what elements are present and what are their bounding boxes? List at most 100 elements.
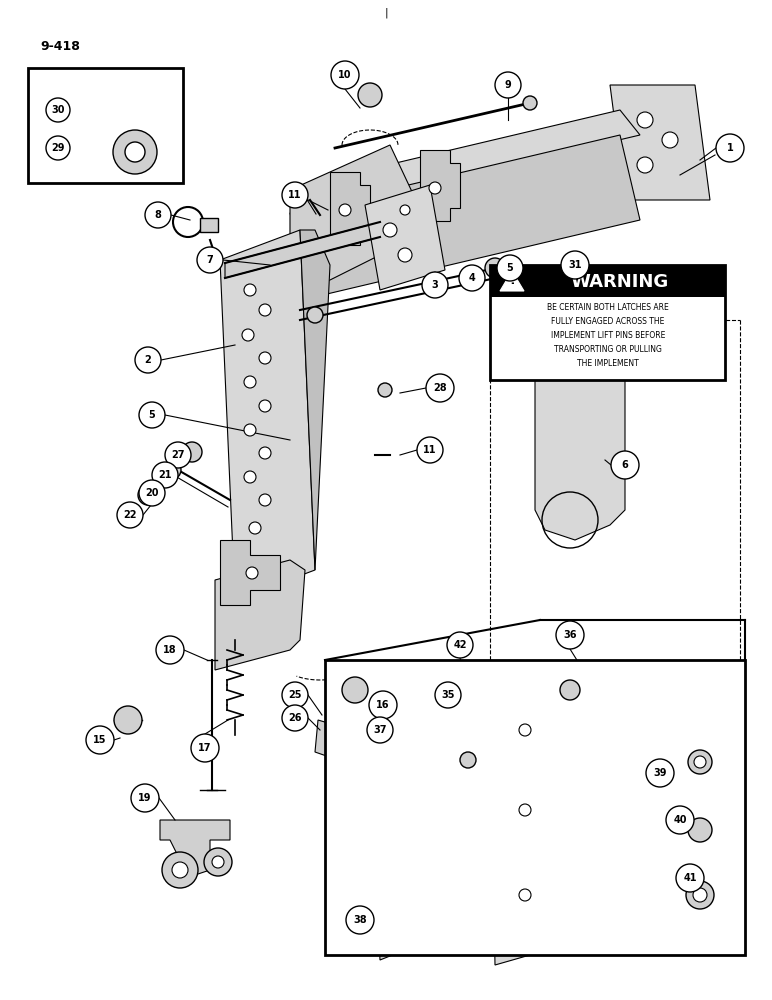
Text: 10: 10 xyxy=(338,70,352,80)
Text: |: | xyxy=(384,8,388,18)
Polygon shape xyxy=(113,140,157,164)
Circle shape xyxy=(435,682,461,708)
Circle shape xyxy=(197,247,223,273)
Polygon shape xyxy=(490,670,565,965)
Circle shape xyxy=(86,726,114,754)
Circle shape xyxy=(560,680,580,700)
Circle shape xyxy=(426,374,454,402)
Text: 2: 2 xyxy=(144,355,151,365)
Text: 42: 42 xyxy=(453,640,467,650)
Circle shape xyxy=(165,442,191,468)
Circle shape xyxy=(242,329,254,341)
Polygon shape xyxy=(290,110,640,213)
Circle shape xyxy=(212,856,224,868)
Polygon shape xyxy=(160,820,230,875)
Circle shape xyxy=(331,61,359,89)
Bar xyxy=(490,265,725,297)
Text: 17: 17 xyxy=(198,743,212,753)
Polygon shape xyxy=(500,271,524,291)
Circle shape xyxy=(46,136,70,160)
Text: 37: 37 xyxy=(373,725,387,735)
Circle shape xyxy=(246,567,258,579)
Polygon shape xyxy=(220,540,280,605)
Circle shape xyxy=(182,442,202,462)
Circle shape xyxy=(259,304,271,316)
Circle shape xyxy=(369,691,397,719)
Circle shape xyxy=(497,255,523,281)
Circle shape xyxy=(342,677,368,703)
Text: 25: 25 xyxy=(288,690,302,700)
Circle shape xyxy=(688,818,712,842)
Circle shape xyxy=(447,632,473,658)
Text: 30: 30 xyxy=(51,105,65,115)
Circle shape xyxy=(519,724,531,736)
Circle shape xyxy=(378,383,392,397)
Text: WARNING: WARNING xyxy=(571,273,669,291)
Circle shape xyxy=(358,83,382,107)
Polygon shape xyxy=(315,720,345,760)
Circle shape xyxy=(611,451,639,479)
Circle shape xyxy=(556,621,584,649)
Circle shape xyxy=(666,806,694,834)
Text: 40: 40 xyxy=(673,815,687,825)
Text: 4: 4 xyxy=(469,273,476,283)
Circle shape xyxy=(523,96,537,110)
Text: !: ! xyxy=(509,274,515,288)
Circle shape xyxy=(716,134,744,162)
Text: 26: 26 xyxy=(288,713,302,723)
Circle shape xyxy=(637,157,653,173)
Text: 9: 9 xyxy=(505,80,511,90)
Circle shape xyxy=(422,272,448,298)
Text: 18: 18 xyxy=(163,645,177,655)
Circle shape xyxy=(244,376,256,388)
Circle shape xyxy=(519,889,531,901)
Circle shape xyxy=(417,437,443,463)
Text: 5: 5 xyxy=(149,410,155,420)
Circle shape xyxy=(191,734,219,762)
Polygon shape xyxy=(290,213,310,298)
Text: 21: 21 xyxy=(158,470,171,480)
Polygon shape xyxy=(420,150,460,221)
Text: THE IMPLEMENT: THE IMPLEMENT xyxy=(577,359,639,367)
Text: 28: 28 xyxy=(433,383,447,393)
Text: 11: 11 xyxy=(423,445,437,455)
Text: 39: 39 xyxy=(653,768,667,778)
Circle shape xyxy=(646,759,674,787)
Circle shape xyxy=(117,502,143,528)
Circle shape xyxy=(688,750,712,774)
Text: 9-418: 9-418 xyxy=(40,40,80,53)
Circle shape xyxy=(495,72,521,98)
Circle shape xyxy=(259,352,271,364)
Bar xyxy=(325,660,745,955)
Bar xyxy=(28,68,183,183)
Circle shape xyxy=(460,752,476,768)
Circle shape xyxy=(143,490,153,500)
Circle shape xyxy=(163,461,181,479)
Text: 19: 19 xyxy=(138,793,152,803)
Circle shape xyxy=(561,251,589,279)
Polygon shape xyxy=(425,685,490,745)
Circle shape xyxy=(156,636,184,664)
Bar xyxy=(200,218,218,232)
Polygon shape xyxy=(300,230,330,570)
Polygon shape xyxy=(127,104,138,116)
Text: 27: 27 xyxy=(171,450,185,460)
Text: 1: 1 xyxy=(726,143,733,153)
Circle shape xyxy=(282,182,308,208)
Text: 3: 3 xyxy=(432,280,438,290)
Circle shape xyxy=(113,130,157,174)
Polygon shape xyxy=(225,222,380,278)
Text: 15: 15 xyxy=(93,735,107,745)
Text: TRANSPORTING OR PULLING: TRANSPORTING OR PULLING xyxy=(554,344,662,354)
Text: 22: 22 xyxy=(124,510,137,520)
Circle shape xyxy=(259,494,271,506)
Text: 5: 5 xyxy=(506,263,513,273)
Circle shape xyxy=(282,682,308,708)
Text: 6: 6 xyxy=(621,460,628,470)
Circle shape xyxy=(637,112,653,128)
Text: 29: 29 xyxy=(51,143,65,153)
Polygon shape xyxy=(370,700,435,760)
Circle shape xyxy=(135,347,161,373)
Text: 7: 7 xyxy=(207,255,213,265)
Circle shape xyxy=(162,852,198,888)
